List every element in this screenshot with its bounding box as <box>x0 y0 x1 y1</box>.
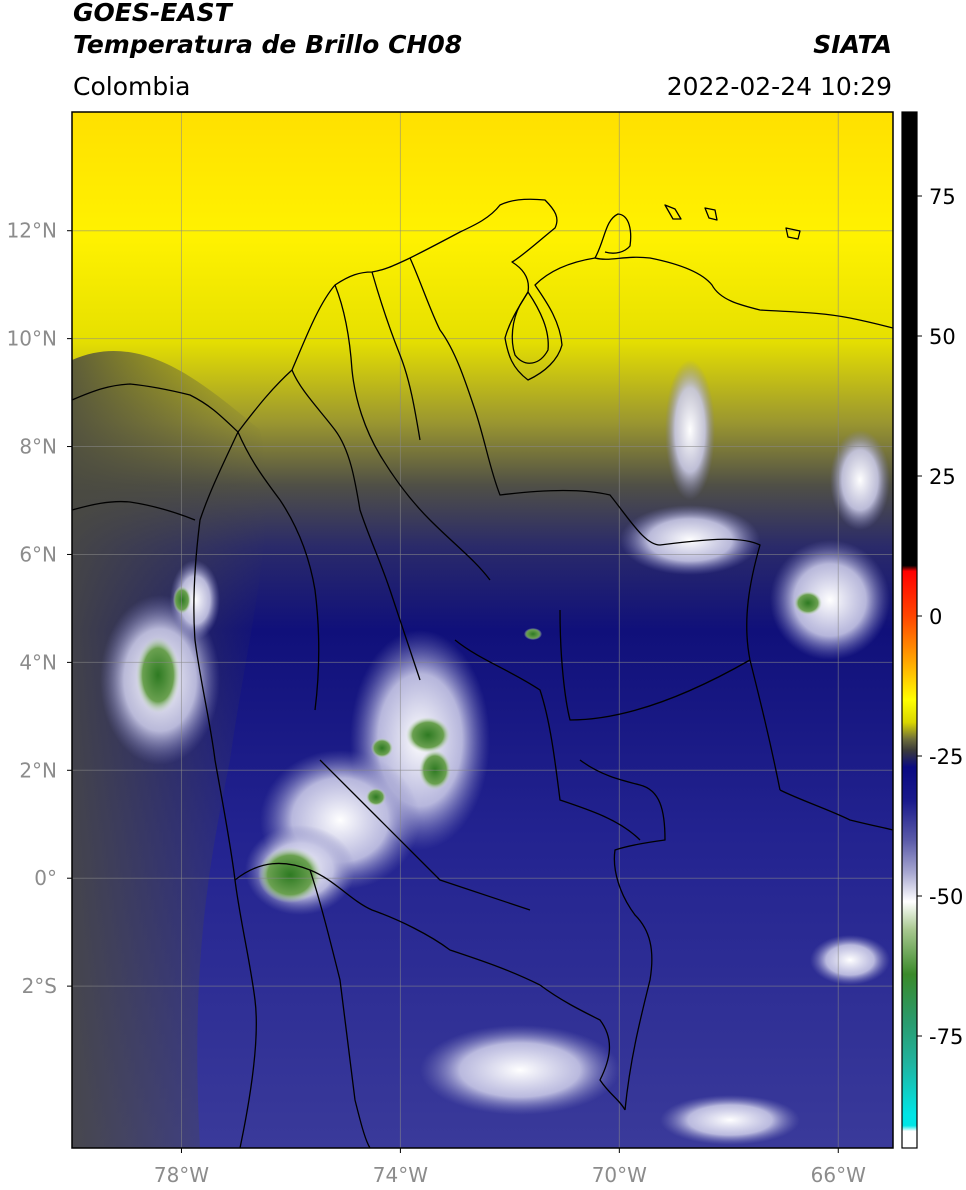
colombia-brazil-border <box>579 759 666 1111</box>
y-axis-ticks: 12°N 10°N 8°N 6°N 4°N 2°N 0° 2°S <box>7 219 72 998</box>
y-tick-label: 2°S <box>22 974 57 998</box>
internal-dept-4 <box>237 431 320 711</box>
x-tick-label: 66°W <box>811 1163 866 1187</box>
colorbar-tick-label: 25 <box>929 465 956 489</box>
pacific-coastline <box>193 431 257 1148</box>
lake-maracaibo <box>511 291 549 364</box>
colorbar-frame <box>901 111 918 1149</box>
colorbar: 75 50 25 0 -25 -50 -75 <box>901 111 963 1149</box>
cloud-amazon-south <box>420 1025 620 1115</box>
cloud-pacific-north <box>170 560 220 640</box>
internal-dept-6 <box>454 639 641 841</box>
satellite-title: GOES-EAST <box>73 0 232 27</box>
y-tick-label: 10°N <box>7 327 57 351</box>
cold-core-ecuador <box>258 847 322 903</box>
cold-core-andes-4 <box>366 788 386 806</box>
internal-dept-2 <box>334 284 491 581</box>
colorbar-tick-label: -50 <box>929 885 963 909</box>
x-tick-label: 70°W <box>592 1163 647 1187</box>
org-label: SIATA <box>813 30 892 59</box>
internal-dept-5 <box>559 609 751 721</box>
bonaire <box>785 227 801 240</box>
y-tick-label: 8°N <box>19 435 57 459</box>
y-tick-label: 6°N <box>19 542 57 566</box>
aruba <box>664 204 682 220</box>
colombia-peru-border <box>539 984 626 1111</box>
internal-dept-7 <box>319 759 531 911</box>
cloud-venezuela <box>620 505 760 575</box>
curacao <box>704 207 718 221</box>
cloud-amazon-southeast <box>660 1095 800 1145</box>
cold-core-andes-3 <box>371 738 393 758</box>
colorbar-tick-label: -75 <box>929 1025 963 1049</box>
y-tick-label: 12°N <box>7 219 57 243</box>
cold-core-llanos <box>524 628 542 640</box>
cold-core-pacific-small <box>173 586 191 614</box>
product-title: Temperatura de Brillo CH08 <box>73 30 463 59</box>
x-tick-label: 78°W <box>154 1163 209 1187</box>
satellite-image <box>72 112 893 1148</box>
internal-dept-3 <box>371 271 421 441</box>
cold-core-pacific <box>136 637 180 713</box>
boundaries <box>72 198 893 1148</box>
cloud-amazon-east <box>810 935 890 985</box>
cloud-venezuela-north <box>665 360 715 500</box>
colorbar-tick-label: 0 <box>929 605 942 629</box>
colorbar-fill <box>902 112 917 1148</box>
colorbar-tick-label: 50 <box>929 325 956 349</box>
region-label: Colombia <box>73 72 191 101</box>
cold-core-east <box>794 591 822 615</box>
brazil-venezuela-border <box>779 789 893 831</box>
datetime-label: 2022-02-24 10:29 <box>666 72 892 101</box>
caribbean-coastline <box>72 198 893 433</box>
cloud-east-north <box>830 430 890 530</box>
cloud-east <box>770 540 890 660</box>
colorbar-tick-label: -25 <box>929 745 963 769</box>
colorbar-gradient <box>902 112 917 1148</box>
peru-ecuador-border <box>309 869 371 1148</box>
colombia-ecuador-border <box>234 862 541 986</box>
y-tick-label: 2°N <box>19 758 57 782</box>
x-axis-ticks: 78°W 74°W 70°W 66°W <box>154 1148 866 1187</box>
y-tick-label: 4°N <box>19 650 57 674</box>
cold-core-andes <box>406 717 450 753</box>
panama <box>72 500 196 521</box>
colombia-venezuela-border <box>409 257 781 791</box>
paraguana-peninsula <box>594 213 632 259</box>
colorbar-tick-label: 75 <box>929 185 956 209</box>
colorbar-ticks: 75 50 25 0 -25 -50 -75 <box>917 185 963 1049</box>
gridlines <box>72 112 893 1148</box>
map-frame <box>71 111 894 1149</box>
x-tick-label: 74°W <box>373 1163 428 1187</box>
y-tick-label: 0° <box>34 866 57 890</box>
internal-dept-1 <box>291 369 421 681</box>
